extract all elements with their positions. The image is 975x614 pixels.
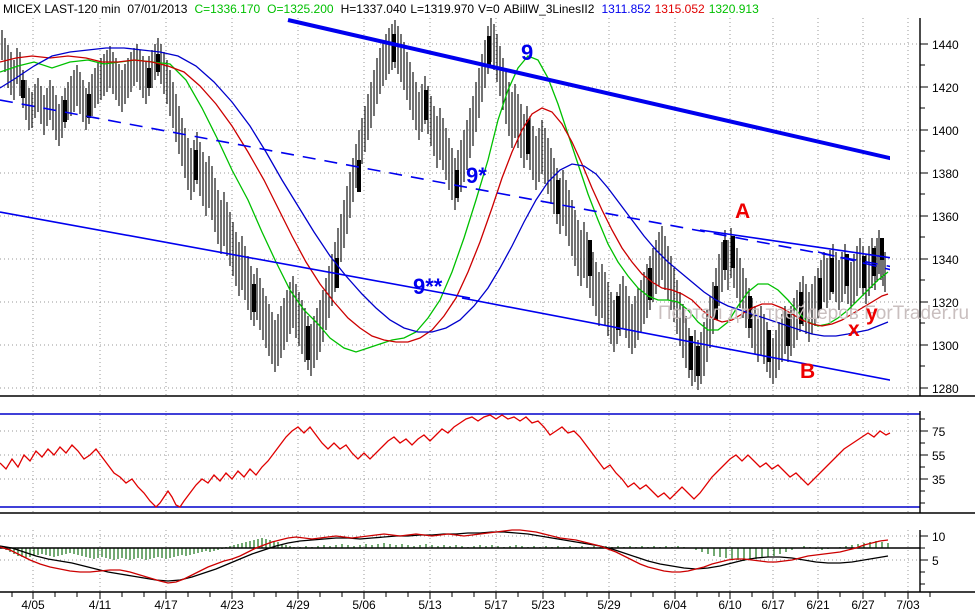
date-label: 5/17 [484, 598, 508, 612]
ma-blue-line [0, 47, 889, 337]
candle-bodies [21, 34, 884, 376]
date-axis-labels: 4/05 4/11 4/17 4/23 4/29 5/06 5/13 5/17 … [21, 598, 920, 612]
date-label: 07/01/2013 [127, 2, 188, 16]
indicator-name-label: ABillW_3LinesII2 [503, 2, 595, 16]
rsi-line [0, 414, 891, 508]
date-label: 4/23 [220, 598, 244, 612]
rsi-horizontal-grid [0, 430, 920, 480]
price-tick-label: 1380 [932, 167, 959, 181]
price-chart-svg: 1440 1420 1400 1380 1360 1340 1320 1300 … [0, 18, 975, 397]
rsi-tick-label: 55 [932, 449, 946, 463]
price-axis-labels: 1440 1420 1400 1380 1360 1340 1320 1300 … [932, 38, 959, 396]
date-label: 5/23 [531, 598, 555, 612]
trendline-lower-channel [461, 297, 890, 381]
ma-red-value: 1315.052 [654, 2, 705, 16]
annotation-9: 9 [521, 40, 534, 65]
price-tick-label: 1300 [932, 339, 959, 353]
price-tick-label: 1320 [932, 296, 959, 310]
date-label: 4/11 [89, 598, 112, 612]
date-label: 6/04 [663, 598, 687, 612]
date-axis-svg: 4/05 4/11 4/17 4/23 4/29 5/06 5/13 5/17 … [0, 591, 975, 612]
price-tick-label: 1340 [932, 253, 959, 267]
date-label: 5/29 [597, 598, 621, 612]
rsi-tick-label: 75 [932, 425, 946, 439]
trendline-9 [287, 18, 890, 161]
annotation-a: A [735, 200, 751, 223]
date-label: 5/13 [418, 598, 442, 612]
trendline-channel-upper-a [699, 229, 890, 259]
price-tick-label: 1420 [932, 81, 959, 95]
price-tick-label: 1280 [932, 382, 959, 396]
watermark-text: Портал для трейдеров ForTrader.ru [658, 303, 970, 324]
date-label: 6/17 [761, 598, 785, 612]
price-plot-area [0, 18, 890, 390]
symbol-label: MICEX LAST-120 min [3, 2, 121, 16]
quote-header: MICEX LAST-120 min 07/01/2013 C=1336.170 O=… [3, 2, 759, 17]
macd-tick-label: 10 [932, 530, 946, 544]
rsi-tick-label: 35 [932, 473, 946, 487]
rsi-axis-labels: 75 55 35 [932, 425, 946, 487]
ma-green-line [0, 55, 889, 353]
date-label: 5/06 [352, 598, 376, 612]
macd-chart-svg: 10 5 [0, 514, 975, 594]
price-horizontal-grid [0, 43, 920, 389]
low-value: L=1319.970 [410, 2, 475, 16]
annotation-9-double-star: 9** [413, 274, 443, 299]
macd-axis-ticks [920, 535, 928, 585]
annotation-x: x [848, 318, 860, 341]
trendline-xy-segment [817, 251, 890, 271]
price-tick-label: 1440 [932, 38, 959, 52]
ma-green-value: 1320.913 [708, 2, 759, 16]
ma-blue-value: 1311.852 [601, 2, 651, 16]
high-value: H=1337.040 [340, 2, 407, 16]
annotation-y: y [866, 302, 878, 325]
date-label: 7/03 [896, 598, 920, 612]
rsi-axis-ticks [920, 418, 928, 504]
date-label: 4/29 [286, 598, 310, 612]
date-label: 6/27 [851, 598, 875, 612]
ma-red-line [0, 55, 889, 343]
trendline-9-double-star [0, 211, 471, 299]
date-label: 4/17 [154, 598, 178, 612]
open-value: O=1325.200 [267, 2, 334, 16]
macd-line [0, 529, 889, 584]
price-tick-label: 1400 [932, 124, 959, 138]
date-label: 6/21 [806, 598, 830, 612]
date-label: 4/05 [21, 598, 45, 612]
price-axis-ticks [920, 43, 928, 389]
volume-value: V=0 [478, 2, 500, 16]
rsi-chart-svg: 75 55 35 [0, 397, 975, 515]
price-tick-label: 1360 [932, 210, 959, 224]
close-value: C=1336.170 [194, 2, 261, 16]
rsi-vertical-grid [32, 411, 909, 513]
trendline-9-star [0, 99, 890, 268]
annotation-9-star: 9* [466, 163, 487, 188]
date-axis-ticks [11, 592, 931, 599]
annotation-b: B [800, 360, 816, 383]
macd-tick-label: 5 [932, 554, 939, 568]
macd-axis-labels: 10 5 [932, 530, 946, 568]
date-label: 6/10 [718, 598, 742, 612]
